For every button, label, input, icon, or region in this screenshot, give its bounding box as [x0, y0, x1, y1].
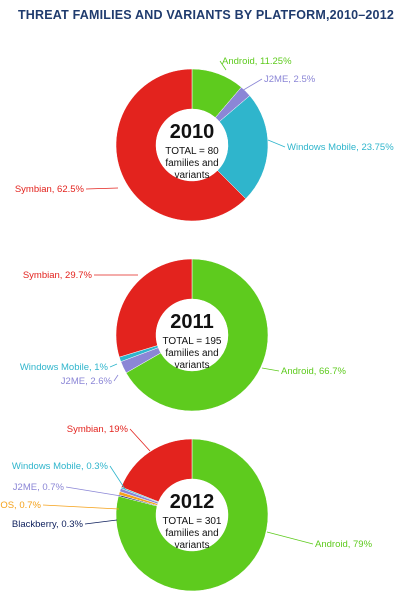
center-text-2011-0: TOTAL = 195 — [162, 336, 221, 347]
leader-line-2012-windows-mobile — [109, 465, 126, 490]
slice-label-2012-blackberry: Blackberry, 0.3% — [12, 519, 84, 530]
center-text-2011-1: families and — [165, 348, 218, 359]
leader-line-2012-android — [266, 531, 314, 545]
slice-label-2012-ios: iOS, 0.7% — [0, 500, 42, 511]
slice-label-2010-android: Android, 11.25% — [222, 56, 292, 67]
slice-label-2011-android: Android, 66.7% — [281, 366, 347, 377]
slice-label-2010-symbian: Symbian, 62.5% — [15, 184, 85, 195]
slice-label-2011-symbian: Symbian, 29.7% — [23, 270, 93, 281]
leader-line-2012-symbian — [129, 428, 151, 452]
leader-line-2011-android — [261, 367, 280, 372]
leader-line-2012-j2me — [65, 486, 122, 497]
leader-line-2010-symbian — [85, 187, 119, 190]
leader-line-2010-j2me — [239, 78, 263, 93]
center-text-2010-1: families and — [165, 158, 218, 169]
year-label-2011: 2011 — [170, 311, 213, 333]
center-text-2010-0: TOTAL = 80 — [165, 146, 219, 157]
donut-hole-2010 — [156, 109, 228, 181]
center-text-2011-2: variants — [174, 360, 209, 371]
leader-line-2010-windows-mobile — [267, 139, 286, 148]
year-label-2012: 2012 — [170, 491, 215, 513]
leader-line-2010-android — [219, 60, 227, 71]
center-text-2012-1: families and — [165, 528, 218, 539]
leader-line-2011-windows-mobile — [109, 363, 118, 368]
donut-hole-2011 — [156, 299, 228, 371]
leader-line-2012-ios — [42, 504, 120, 510]
slice-label-2012-android: Android, 79% — [315, 539, 373, 550]
slice-label-2010-windows-mobile: Windows Mobile, 23.75% — [287, 142, 394, 153]
slice-label-2011-j2me: J2ME, 2.6% — [61, 376, 113, 387]
slice-label-2012-symbian: Symbian, 19% — [67, 424, 129, 435]
center-text-2010-2: variants — [174, 170, 209, 181]
slice-label-2010-j2me: J2ME, 2.5% — [264, 74, 316, 85]
slice-label-2011-windows-mobile: Windows Mobile, 1% — [20, 362, 109, 373]
year-label-2010: 2010 — [170, 121, 215, 143]
leader-line-2012-blackberry — [84, 519, 118, 525]
donut-hole-2012 — [156, 479, 228, 551]
slice-label-2012-j2me: J2ME, 0.7% — [13, 482, 65, 493]
slice-label-2012-windows-mobile: Windows Mobile, 0.3% — [12, 461, 109, 472]
leader-line-2011-j2me — [113, 374, 119, 382]
chart-title: THREAT FAMILIES AND VARIANTS BY PLATFORM… — [18, 8, 394, 22]
center-text-2012-0: TOTAL = 301 — [162, 516, 221, 527]
center-text-2012-2: variants — [174, 540, 209, 551]
